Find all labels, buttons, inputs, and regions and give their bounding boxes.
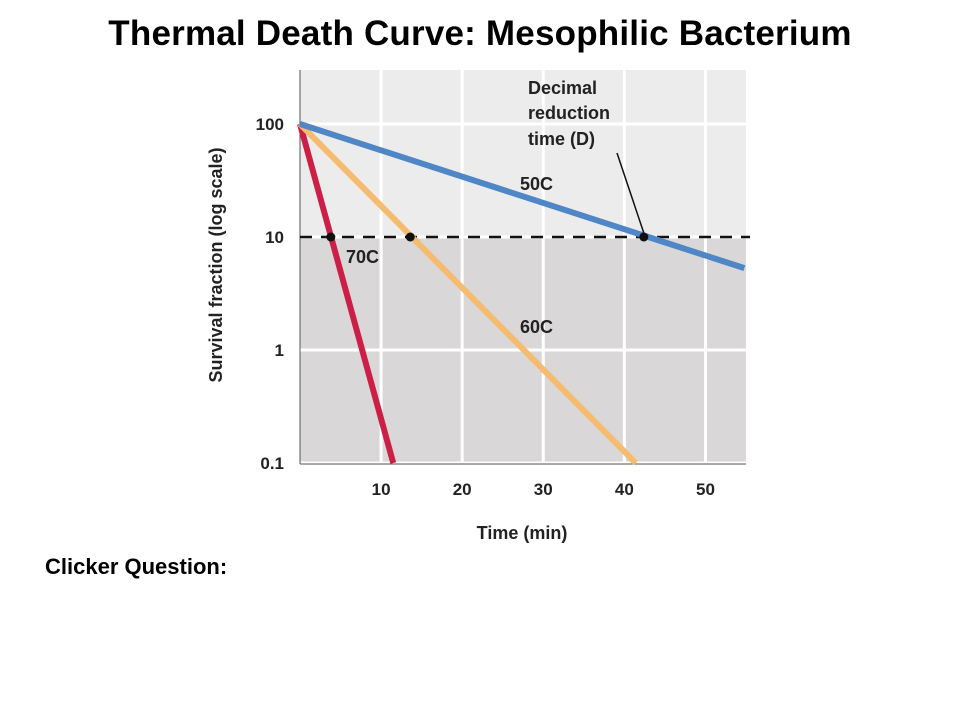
slide-title: Thermal Death Curve: Mesophilic Bacteriu… <box>108 14 852 53</box>
y-tick-label: 100 <box>256 115 284 134</box>
series-label-50c: 50C <box>520 174 553 194</box>
annotation-pointer <box>616 152 645 234</box>
clicker-question-label: Clicker Question: <box>45 554 228 579</box>
y-tick-label: 10 <box>265 228 284 247</box>
y-tick-label: 1 <box>275 341 284 360</box>
d-value-point-70c <box>326 232 336 242</box>
y-tick-label: 0.1 <box>260 454 284 473</box>
series-line-70c <box>297 123 397 464</box>
annotation-line: time (D) <box>528 129 595 149</box>
x-axis-title: Time (min) <box>477 523 568 543</box>
y-axis-title: Survival fraction (log scale) <box>206 147 226 382</box>
x-tick-label: 50 <box>696 480 715 499</box>
x-tick-label: 30 <box>534 480 553 499</box>
series-line-60c <box>297 121 638 466</box>
series-line-50c <box>299 121 746 272</box>
x-tick-label: 40 <box>615 480 634 499</box>
series-label-70c: 70C <box>346 247 379 267</box>
x-tick-label: 10 <box>372 480 391 499</box>
annotation-line: reduction <box>528 103 610 123</box>
d-value-point-60c <box>405 232 415 242</box>
annotation-line: Decimal <box>528 78 597 98</box>
x-tick-label: 20 <box>453 480 472 499</box>
series-label-60c: 60C <box>520 317 553 337</box>
d-value-point-50c <box>639 232 649 242</box>
